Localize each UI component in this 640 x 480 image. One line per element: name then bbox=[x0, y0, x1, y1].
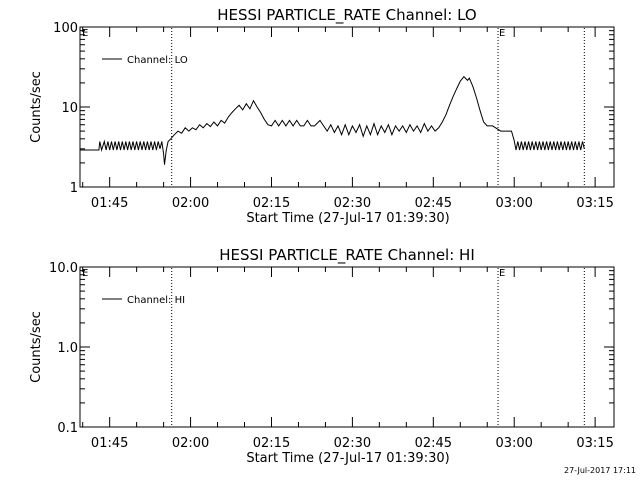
plot2-x-tick-label: 02:45 bbox=[415, 436, 452, 451]
plot2-corner-label: E bbox=[82, 268, 88, 279]
plot2-event-marker-label: E bbox=[499, 268, 505, 279]
plot1-x-tick-label: 02:45 bbox=[415, 196, 452, 211]
plot2-x-tick-label: 02:00 bbox=[172, 436, 209, 451]
plot2-y-tick-label: 0.1 bbox=[57, 421, 78, 436]
plot2-y-tick-label: 1.0 bbox=[57, 341, 78, 356]
plot2-x-axis-label: Start Time (27-Jul-17 01:39:30) bbox=[246, 451, 449, 466]
plot1-y-tick-label: 1 bbox=[70, 181, 78, 196]
plot2-x-tick-label: 02:30 bbox=[334, 436, 371, 451]
plot1-frame bbox=[79, 26, 615, 188]
plot1-x-tick-label: 03:00 bbox=[495, 196, 532, 211]
plot2-y-axis-label: Counts/sec bbox=[29, 311, 44, 383]
plot2-y-tick-label: 10.0 bbox=[49, 261, 78, 276]
plot1-x-tick-label: 02:15 bbox=[253, 196, 290, 211]
plot1-x-axis-label: Start Time (27-Jul-17 01:39:30) bbox=[246, 211, 449, 226]
plot2-x-tick-label: 02:15 bbox=[253, 436, 290, 451]
plot1-corner-label: E bbox=[82, 28, 88, 39]
plot1-y-axis-label: Counts/sec bbox=[29, 71, 44, 143]
plot1-series-line bbox=[80, 75, 585, 165]
plot1-y-tick-label: 100 bbox=[53, 21, 78, 36]
plot2-x-tick-label: 03:00 bbox=[495, 436, 532, 451]
plot1-x-tick-label: 01:45 bbox=[91, 196, 128, 211]
plot1-legend-label: Channel: LO bbox=[127, 55, 188, 66]
plot1-x-tick-label: 02:00 bbox=[172, 196, 209, 211]
plot1-event-marker-label: E bbox=[499, 28, 505, 39]
plot2-title: HESSI PARTICLE_RATE Channel: HI bbox=[219, 246, 475, 265]
plot1-title: HESSI PARTICLE_RATE Channel: LO bbox=[217, 6, 476, 25]
plot1-y-tick-label: 10 bbox=[61, 101, 78, 116]
footer-timestamp: 27-Jul-2017 17:11 bbox=[564, 466, 636, 475]
plot2-legend-label: Channel: HI bbox=[127, 295, 185, 306]
plot2-x-tick-label: 01:45 bbox=[91, 436, 128, 451]
plot1-x-tick-label: 03:15 bbox=[576, 196, 613, 211]
plot2-x-tick-label: 03:15 bbox=[576, 436, 613, 451]
plot1-x-tick-label: 02:30 bbox=[334, 196, 371, 211]
plot2-frame bbox=[79, 266, 615, 428]
